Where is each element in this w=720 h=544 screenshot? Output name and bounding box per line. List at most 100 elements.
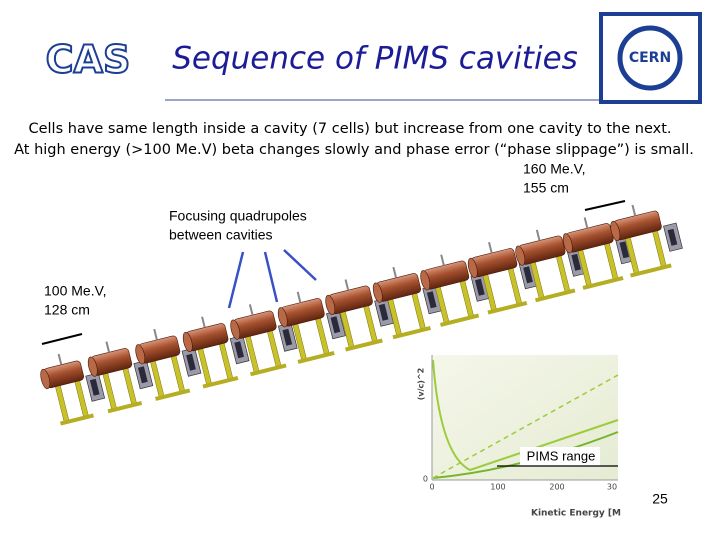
port [535, 229, 541, 241]
base [345, 338, 383, 352]
port [57, 353, 63, 365]
base [297, 350, 335, 364]
cavity-end [325, 294, 336, 316]
y-axis-label: (v/c)^2 [417, 368, 426, 400]
quad-pointers [227, 249, 317, 309]
quad-core [138, 366, 148, 384]
support [122, 366, 138, 406]
support [603, 241, 619, 281]
support [555, 254, 571, 294]
base [250, 363, 287, 377]
port [583, 217, 589, 229]
x-axis-label: Kinetic Energy [M [531, 509, 621, 519]
cavity-end [562, 233, 573, 254]
port [105, 341, 111, 353]
y-tick-label: 0 [423, 475, 428, 484]
annotation: between cavities [169, 227, 273, 243]
cern-logo: CERN [599, 12, 702, 104]
cavity [277, 291, 346, 364]
page-number: 25 [652, 491, 668, 507]
quad-core [619, 241, 630, 259]
cavity-end [230, 319, 241, 340]
cavity [610, 204, 683, 278]
support [459, 279, 475, 319]
inset-plot: PIMS range (v/c)^2 0 0 100 200 30 Kinetic E… [415, 355, 621, 519]
quad-core [426, 291, 437, 309]
quad-core [234, 341, 245, 359]
base [202, 375, 239, 389]
base [487, 300, 528, 315]
cavity-end [182, 331, 193, 353]
cavity [135, 328, 202, 401]
quad-core [330, 316, 341, 334]
base [155, 388, 191, 401]
x-tick-label: 100 [490, 483, 505, 492]
annotation: 100 Me.V, [44, 283, 107, 299]
support [363, 304, 378, 344]
cavity-end [610, 220, 621, 242]
quad-core [282, 328, 293, 346]
quad-core [186, 353, 196, 371]
cavity-end [135, 344, 146, 365]
cavity [420, 254, 491, 327]
cavity-end [87, 356, 98, 377]
quad-core [571, 253, 582, 271]
base [440, 313, 480, 327]
x-tick-label: 30 [607, 483, 617, 492]
support [315, 316, 330, 356]
x-tick-label: 200 [549, 483, 564, 492]
port [296, 291, 302, 303]
base [392, 325, 431, 340]
port [201, 316, 206, 328]
cern-text: CERN [629, 50, 671, 66]
support [170, 354, 186, 394]
body-line: Cells have same length inside a cavity (… [28, 121, 671, 137]
slide-title: Sequence of PIMS cavities [172, 41, 578, 77]
support [197, 347, 213, 386]
support [149, 359, 165, 399]
support [652, 229, 667, 269]
support [54, 384, 70, 423]
annotation: 155 cm [523, 180, 569, 196]
base [60, 413, 94, 426]
port [440, 254, 445, 266]
base [582, 275, 624, 290]
cavity [372, 266, 443, 340]
cavity-end [515, 245, 526, 266]
support [74, 379, 89, 419]
quad-core [523, 266, 533, 284]
port [153, 328, 158, 341]
base [107, 400, 143, 414]
quad-core [667, 228, 678, 246]
port [344, 279, 350, 291]
cavity [230, 304, 298, 377]
cas-logo: CAS [46, 38, 131, 82]
cavity-illustration [40, 204, 683, 426]
annotation: 128 cm [44, 302, 90, 318]
support [218, 341, 234, 381]
support [102, 371, 118, 411]
quad-core [378, 303, 389, 321]
base [630, 263, 672, 278]
x-tick-label: 0 [429, 483, 434, 492]
body-line: At high energy (>100 Me.V) beta changes … [14, 142, 694, 158]
port [488, 242, 493, 254]
cavity-end [40, 368, 51, 390]
support [507, 266, 523, 306]
cavity-end [420, 270, 431, 291]
cavity-end [467, 257, 478, 279]
support [266, 329, 282, 369]
cavity [325, 279, 394, 352]
cavity-end [372, 282, 383, 303]
port [631, 204, 637, 216]
quad-core [89, 378, 100, 396]
cavity [182, 316, 250, 389]
cavity-end [277, 307, 288, 328]
cavity [87, 341, 154, 414]
annotation: Focusing quadrupoles [169, 208, 307, 224]
quad-core [475, 278, 485, 296]
base [535, 288, 576, 303]
port [248, 304, 254, 316]
